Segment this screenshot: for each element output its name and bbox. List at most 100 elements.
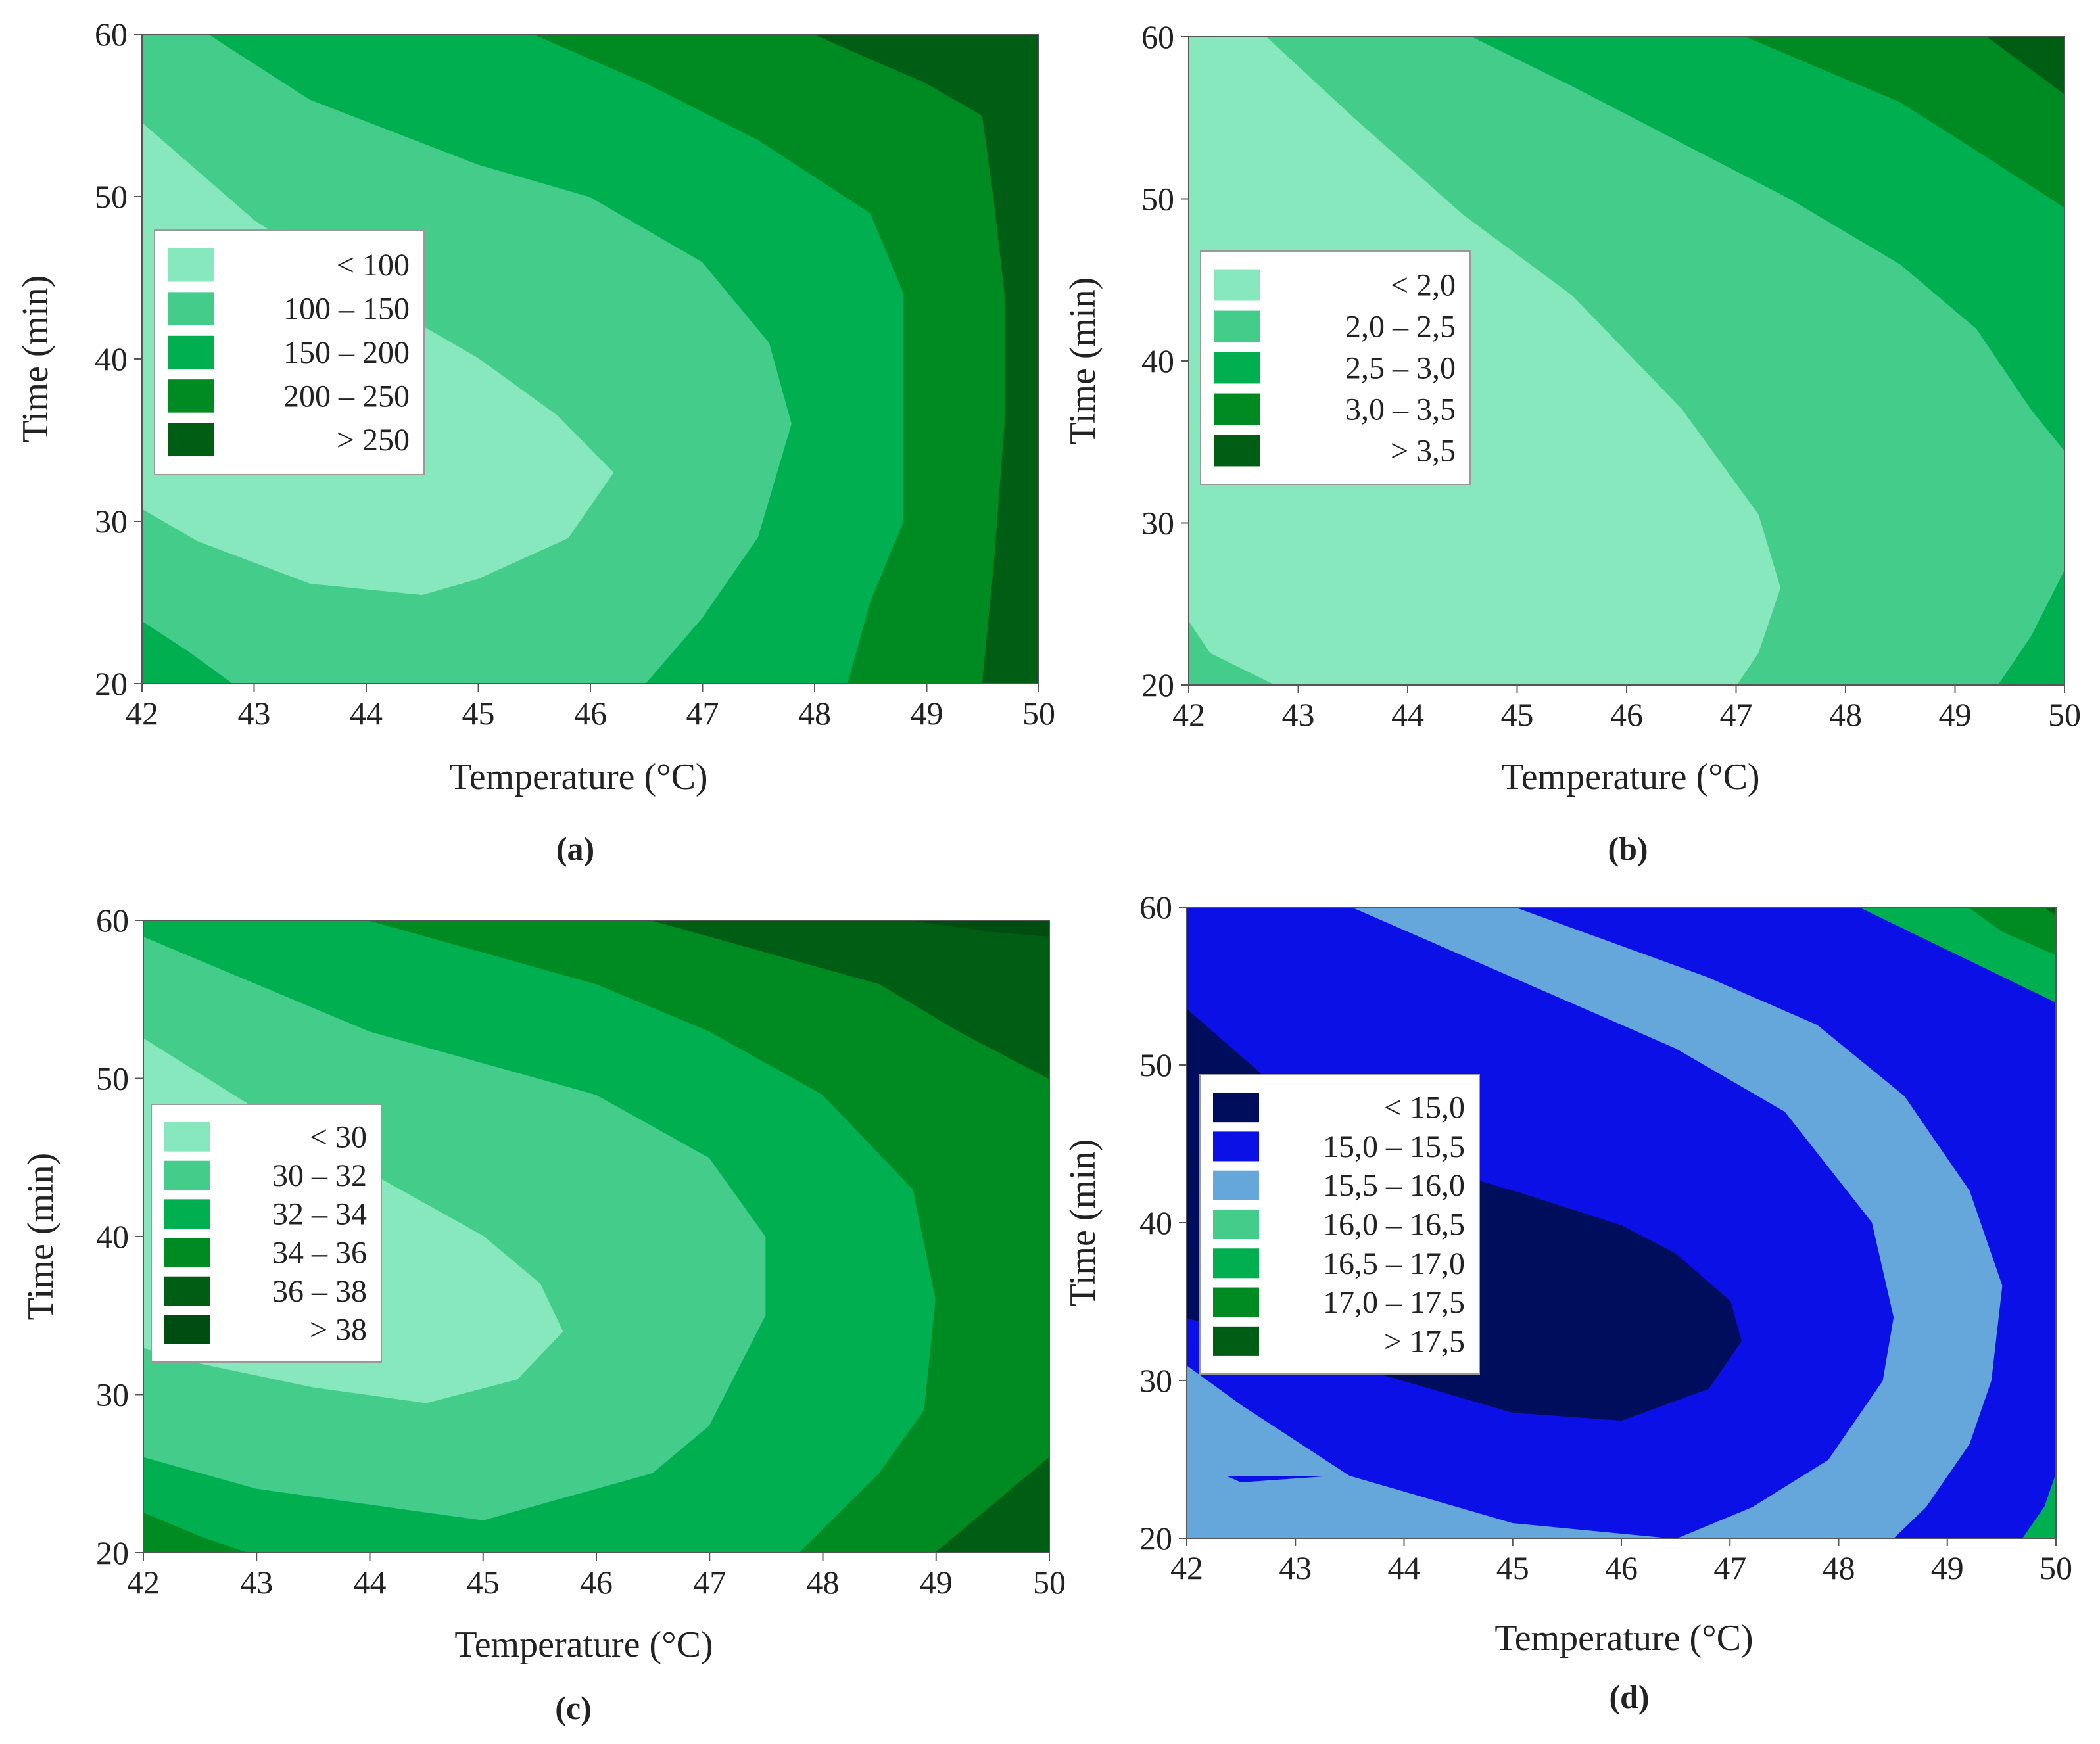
y-axis-label: Time (min) bbox=[20, 1153, 61, 1321]
x-tick-label: 48 bbox=[798, 695, 831, 732]
legend-label: 3,0 – 3,5 bbox=[1345, 392, 1456, 427]
legend-swatch bbox=[1214, 269, 1260, 301]
legend-label: 30 – 32 bbox=[272, 1158, 367, 1193]
contour-region-level-4 bbox=[935, 1457, 1049, 1553]
legend-swatch bbox=[1213, 1209, 1259, 1240]
contour-region-level-2 bbox=[1998, 571, 2064, 685]
legend-swatch bbox=[1214, 310, 1260, 342]
x-tick-label: 44 bbox=[354, 1564, 387, 1601]
contour-region-level-5 bbox=[1968, 907, 2056, 955]
legend-swatch bbox=[1213, 1287, 1259, 1317]
legend: < 15,0 15,0 – 15,5 15,5 – 16,0 16,0 – 16,5 1… bbox=[1199, 1074, 1480, 1375]
y-axis-label: Time (min) bbox=[1062, 277, 1103, 445]
legend-label: < 30 bbox=[310, 1119, 367, 1154]
contour-region-level-4 bbox=[1987, 37, 2064, 95]
x-tick-label: 44 bbox=[1391, 696, 1424, 733]
x-tick-label: 48 bbox=[1829, 696, 1862, 733]
x-tick-label: 42 bbox=[127, 1564, 160, 1601]
x-tick-label: 49 bbox=[920, 1564, 953, 1601]
legend-label: 16,5 – 17,0 bbox=[1323, 1246, 1465, 1281]
panel-label: (a) bbox=[556, 830, 594, 867]
panel-d: 42 43 44 45 46 47 48 49 50 20 30 40 50 60 Temperature … bbox=[1062, 889, 2072, 1715]
x-tick-label: 46 bbox=[580, 1564, 613, 1601]
legend-swatch bbox=[1214, 435, 1260, 467]
x-tick-label: 43 bbox=[240, 1564, 273, 1601]
legend-label: > 17,5 bbox=[1384, 1324, 1465, 1359]
legend-swatch bbox=[168, 292, 214, 325]
panel-label: (c) bbox=[555, 1689, 592, 1726]
x-tick-label: 43 bbox=[1279, 1549, 1312, 1586]
y-tick-label: 40 bbox=[96, 1218, 129, 1255]
legend-label: < 100 bbox=[337, 248, 410, 283]
x-tick-label: 46 bbox=[574, 695, 607, 732]
legend-swatch bbox=[168, 423, 214, 457]
contour-region-level-2 bbox=[142, 621, 233, 684]
x-tick-label: 45 bbox=[1501, 696, 1534, 733]
legend-swatch bbox=[1213, 1170, 1259, 1200]
panel-label: (d) bbox=[1609, 1678, 1649, 1715]
legend-label: 100 – 150 bbox=[283, 292, 410, 327]
legend-label: < 2,0 bbox=[1391, 268, 1456, 303]
y-tick-label: 60 bbox=[1141, 18, 1174, 55]
legend-label: 2,0 – 2,5 bbox=[1345, 310, 1456, 344]
legend-swatch bbox=[1214, 393, 1260, 425]
legend-swatch bbox=[1213, 1131, 1259, 1162]
y-tick-label: 40 bbox=[95, 341, 128, 377]
x-tick-label: 45 bbox=[462, 695, 495, 732]
legend-swatch bbox=[164, 1122, 210, 1152]
x-tick-label: 49 bbox=[911, 695, 943, 732]
y-tick-label: 20 bbox=[96, 1534, 129, 1571]
y-tick-label: 50 bbox=[95, 178, 128, 215]
legend-swatch bbox=[168, 335, 214, 369]
x-tick-label: 48 bbox=[807, 1564, 840, 1601]
legend-swatch bbox=[1214, 352, 1260, 384]
y-axis-label: Time (min) bbox=[1062, 1139, 1103, 1307]
legend-swatch bbox=[168, 379, 214, 413]
contour-region-level-4 bbox=[652, 920, 1049, 1079]
legend-label: < 15,0 bbox=[1384, 1091, 1465, 1125]
legend-swatch bbox=[164, 1199, 210, 1229]
contour-region-level-2 bbox=[208, 34, 1039, 684]
y-tick-label: 40 bbox=[1141, 342, 1174, 379]
x-tick-label: 49 bbox=[1939, 696, 1972, 733]
x-tick-label: 46 bbox=[1610, 696, 1643, 733]
y-tick-label: 50 bbox=[1139, 1047, 1172, 1083]
y-tick-label: 60 bbox=[96, 902, 129, 939]
x-tick-label: 43 bbox=[1282, 696, 1315, 733]
y-tick-label: 30 bbox=[95, 503, 128, 540]
x-tick-label: 42 bbox=[126, 695, 158, 732]
y-tick-label: 30 bbox=[1139, 1362, 1172, 1399]
x-tick-label: 47 bbox=[693, 1564, 726, 1601]
contour-region-level-2 bbox=[1472, 37, 2064, 451]
legend-swatch bbox=[164, 1238, 210, 1267]
x-axis-label: Temperature (°C) bbox=[449, 757, 707, 797]
legend-label: > 250 bbox=[337, 423, 410, 458]
y-tick-label: 40 bbox=[1139, 1204, 1172, 1241]
legend-swatch bbox=[1213, 1326, 1259, 1356]
x-tick-label: 46 bbox=[1605, 1549, 1638, 1586]
y-tick-label: 60 bbox=[95, 16, 128, 53]
legend-label: > 3,5 bbox=[1391, 434, 1456, 469]
contour-region-level-5 bbox=[913, 920, 1049, 937]
legend-swatch bbox=[164, 1315, 210, 1344]
legend-swatch bbox=[164, 1276, 210, 1306]
y-tick-label: 20 bbox=[95, 665, 128, 702]
panel-label: (b) bbox=[1608, 830, 1648, 867]
x-tick-label: 42 bbox=[1172, 696, 1205, 733]
legend-label: 2,5 – 3,0 bbox=[1345, 351, 1456, 386]
legend-label: 15,5 – 16,0 bbox=[1323, 1168, 1465, 1203]
contour-region-level-3 bbox=[369, 920, 1049, 1553]
legend-swatch bbox=[168, 248, 214, 282]
x-tick-label: 50 bbox=[2048, 696, 2081, 733]
legend-label: 15,0 – 15,5 bbox=[1323, 1129, 1465, 1164]
panel-b: 42 43 44 45 46 47 48 49 50 20 30 40 50 60 Temperature … bbox=[1062, 18, 2081, 867]
legend-swatch bbox=[1213, 1093, 1259, 1123]
y-tick-label: 20 bbox=[1141, 667, 1174, 703]
contour-region-level-4 bbox=[2022, 1474, 2056, 1538]
panel-a: 42 43 44 45 46 47 48 49 50 20 30 40 50 60 Temperature … bbox=[15, 16, 1055, 867]
legend-label: 200 – 250 bbox=[283, 379, 410, 413]
contour-region-level-6 bbox=[2044, 907, 2056, 916]
contour-region-level-3 bbox=[1746, 37, 2064, 208]
legend: < 2,0 2,0 – 2,5 2,5 – 3,0 3,0 – 3,5 > 3,5 bbox=[1200, 250, 1471, 485]
